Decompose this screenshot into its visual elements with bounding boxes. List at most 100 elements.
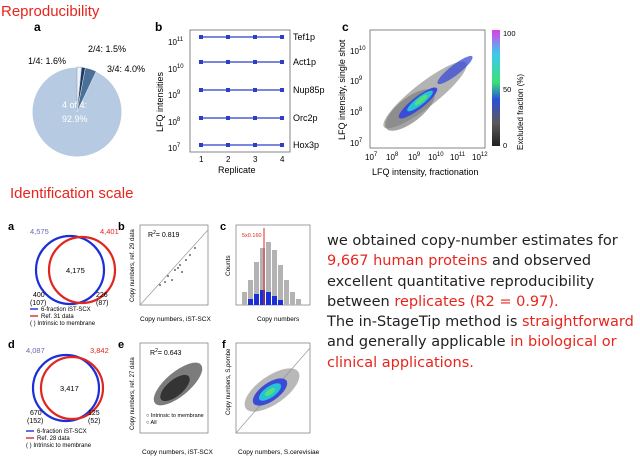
scatter-xlabel: LFQ intensity, fractionation bbox=[372, 167, 478, 177]
lfq-ytick: 1010 bbox=[168, 64, 184, 74]
scatter-xtick: 1010 bbox=[428, 152, 444, 162]
scatter-f-ylabel: Copy numbers, S.pombe bbox=[226, 348, 232, 415]
venn-circle-ist bbox=[31, 353, 101, 423]
scatter-ytick: 1010 bbox=[350, 46, 366, 56]
scatter-xtick: 1011 bbox=[450, 152, 466, 162]
panel-letter-top-a: a bbox=[34, 20, 41, 34]
pie-slice-3of4 bbox=[76, 67, 97, 113]
venn-d-legend: Ref. 28 data bbox=[37, 436, 70, 442]
lfq-protein-lines bbox=[200, 36, 282, 146]
bottom-figure: a 4,575 4,401 4,175 400 (107) 226 (87) 6… bbox=[8, 221, 320, 456]
heading-reproducibility: Reproducibility bbox=[1, 3, 100, 20]
heading-identification-scale: Identification scale bbox=[10, 185, 134, 202]
lfq-ytick: 1011 bbox=[168, 37, 184, 47]
lfq-ytick: 109 bbox=[168, 90, 181, 100]
venn-a-left-count: 4,575 bbox=[30, 227, 49, 236]
pie-label-2of4: 2/4: 1.5% bbox=[88, 44, 126, 54]
scatter-e-frame bbox=[139, 342, 209, 434]
summary-highlight-replicates: replicates (R2 = 0.97). bbox=[394, 293, 559, 310]
scatter-b-r2: R2= 0.819 bbox=[148, 230, 180, 239]
venn-circle-ref bbox=[47, 235, 117, 305]
lfq-xtick: 2 bbox=[226, 155, 231, 164]
colorbar-tick: 0 bbox=[503, 141, 507, 150]
summary-text-part: and observed excellent quantitative repr… bbox=[327, 253, 595, 310]
lfq-xtick: 1 bbox=[199, 155, 204, 164]
venn-a-legend: ( ) Intrinsic to membrane bbox=[30, 321, 96, 327]
venn-a-right-only-sub: (87) bbox=[96, 300, 108, 307]
venn-a-left-only-sub: (107) bbox=[30, 300, 46, 307]
histogram-bars-membrane bbox=[248, 290, 283, 305]
histogram-bars-all bbox=[242, 242, 301, 305]
scatter-b-xlabel: Copy numbers, iST-SCX bbox=[140, 316, 211, 323]
histogram-ylabel: Counts bbox=[225, 255, 232, 276]
protein-label-act1p: Act1p bbox=[293, 57, 316, 67]
panel-letter-bottom-d: d bbox=[8, 339, 15, 351]
scatter-e-legend: ○ Intrinsic to membrane bbox=[146, 413, 204, 419]
scatter-ytick: 107 bbox=[350, 138, 363, 148]
colorbar-label: Excluded fraction (%) bbox=[516, 74, 525, 150]
summary-highlight-straightforward: straightforward bbox=[521, 314, 634, 331]
venn-circle-ist bbox=[34, 234, 106, 306]
scatter-b-points bbox=[159, 247, 196, 286]
panel-letter-bottom-c: c bbox=[220, 221, 226, 233]
scatter-f-frame bbox=[235, 342, 311, 434]
lfq-ytick: 107 bbox=[168, 143, 181, 153]
scatter-b-frame bbox=[139, 224, 209, 306]
protein-label-nup85p: Nup85p bbox=[293, 85, 325, 95]
colorbar bbox=[492, 30, 500, 146]
panel-letter-top-b: b bbox=[155, 20, 162, 34]
scatter-f-xlabel: Copy numbers, S.cerevisiae bbox=[238, 449, 320, 456]
summary-highlight-applications: in biological or clinical applications. bbox=[327, 334, 617, 371]
venn-a-legend: Ref. 31 data bbox=[41, 314, 74, 320]
summary-text-part: we obtained copy-number estimates for bbox=[327, 233, 618, 249]
lfq-yticks: 1011 1010 109 108 107 bbox=[168, 37, 184, 153]
pie-value-4of4: 92.9% bbox=[62, 114, 88, 124]
pie-label-1of4: 1/4: 1.6% bbox=[28, 56, 66, 66]
panel-letter-bottom-b: b bbox=[118, 221, 125, 233]
scatter-e-ylabel: Copy numbers, ref. 27 data bbox=[130, 357, 136, 430]
scatter-b-ylabel: Copy numbers, ref. 29 data bbox=[130, 229, 136, 302]
lfq-xtick: 4 bbox=[280, 155, 285, 164]
venn-d-overlap: 3,417 bbox=[60, 384, 79, 393]
panel-letter-bottom-f: f bbox=[222, 339, 226, 351]
venn-d-left-only: 670 bbox=[30, 410, 42, 417]
scatter-ytick: 108 bbox=[350, 107, 363, 117]
venn-a-overlap: 4,175 bbox=[66, 266, 85, 275]
summary-text-part: The in-StageTip method is bbox=[327, 314, 522, 331]
lfq-scatter-cloud bbox=[383, 55, 473, 131]
scatter-e-r2: R2= 0.643 bbox=[150, 348, 182, 357]
lfq-ytick: 108 bbox=[168, 117, 181, 127]
scatter-e-xlabel: Copy numbers, iST-SCX bbox=[142, 449, 213, 456]
venn-d-left-only-sub: (152) bbox=[27, 418, 43, 425]
venn-circle-ref bbox=[39, 355, 105, 421]
scatter-ylabel: LFQ intensity, single shot bbox=[337, 39, 347, 140]
scatter-xtick: 107 bbox=[365, 152, 378, 162]
lfq-xtick: 3 bbox=[253, 155, 258, 164]
pie-chart bbox=[31, 66, 123, 158]
scatter-xtick: 109 bbox=[408, 152, 421, 162]
histogram-xlabel: Copy numbers bbox=[257, 316, 300, 323]
lfq-plot-frame bbox=[189, 29, 291, 153]
venn-d-right-only: 125 bbox=[88, 410, 100, 417]
scatter-e-legend: ○ All bbox=[146, 420, 157, 426]
panel-letter-bottom-e: e bbox=[118, 339, 124, 351]
venn-d-legend: ( ) Intrinsic to membrane bbox=[26, 443, 92, 449]
top-figure: a 1/4: 1.6% 2/4: 1.5% 3/4: 4.0% 4 of 4: … bbox=[28, 20, 525, 177]
venn-d-left-count: 4,087 bbox=[26, 346, 45, 355]
protein-label-hox3p: Hox3p bbox=[293, 140, 319, 150]
histogram-marker-label: 5x0.160 bbox=[242, 233, 262, 239]
scatter-xtick: 108 bbox=[386, 152, 399, 162]
venn-a-right-count: 4,401 bbox=[100, 227, 119, 236]
protein-label-orc2p: Orc2p bbox=[293, 113, 318, 123]
panel-letter-top-c: c bbox=[342, 20, 349, 34]
colorbar-tick: 100 bbox=[503, 29, 516, 38]
scatter-ytick: 109 bbox=[350, 76, 363, 86]
venn-a-right-only: 226 bbox=[96, 292, 108, 299]
lfq-scatter-frame bbox=[369, 29, 486, 149]
venn-d-right-count: 3,842 bbox=[90, 346, 109, 355]
venn-d-legend: 6-fraction iST-SCX bbox=[37, 429, 87, 435]
pie-label-4of4: 4 of 4: bbox=[62, 100, 87, 110]
pie-label-3of4: 3/4: 4.0% bbox=[107, 64, 145, 74]
panel-letter-bottom-a: a bbox=[8, 221, 15, 233]
summary-text-part: and generally applicable bbox=[327, 334, 511, 351]
